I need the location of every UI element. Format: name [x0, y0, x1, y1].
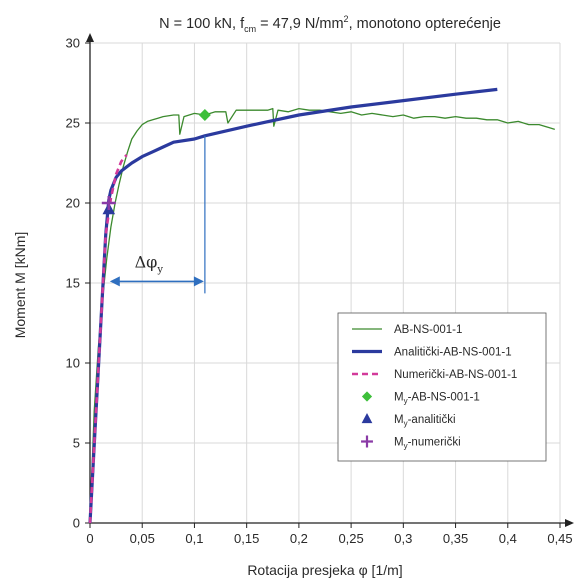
x-tick-label: 0,05 — [130, 531, 155, 546]
x-axis-label: Rotacija presjeka φ [1/m] — [247, 562, 402, 578]
legend-box — [337, 312, 547, 462]
legend: AB-NS-001-1 Analitički-AB-NS-001-1 Numerič… — [337, 312, 547, 462]
legend-label: Analitički-AB-NS-001-1 — [394, 347, 512, 359]
chart-title: N = 100 kN, fcm = 47,9 N/mm2, monotono o… — [159, 14, 501, 34]
legend-swatch-plus — [361, 435, 373, 448]
y-tick-label: 20 — [66, 196, 80, 211]
y-tick-label: 10 — [66, 356, 80, 371]
annotation-label: Δφy — [135, 252, 164, 275]
legend-label: Numerički-AB-NS-001-1 — [394, 369, 517, 381]
legend-label: My-numerički — [394, 437, 461, 451]
x-tick-label: 0,25 — [338, 531, 363, 546]
axes — [85, 33, 574, 528]
delta-phi-annotation: Δφy — [109, 135, 206, 294]
tick-labels: 0 0,05 0,1 0,15 0,2 0,25 0,3 0,35 0,4 0,45 0 5 10 15 2… — [66, 36, 573, 547]
annotation-arrow-left — [109, 276, 120, 287]
marker-layer — [101, 109, 211, 215]
x-axis-arrow — [565, 519, 574, 527]
y-tick-label: 5 — [73, 436, 80, 451]
legend-label: AB-NS-001-1 — [394, 324, 462, 336]
x-tick-label: 0,2 — [290, 531, 308, 546]
y-tick-label: 30 — [66, 36, 80, 51]
annotation-arrow-right — [193, 276, 204, 287]
legend-label: My-AB-NS-001-1 — [394, 392, 480, 406]
marker-diamond — [198, 109, 211, 121]
x-tick-label: 0 — [86, 531, 93, 546]
series-line-2 — [88, 154, 128, 524]
x-tick-label: 0,4 — [499, 531, 517, 546]
series-line-0 — [89, 107, 555, 524]
y-tick-label: 25 — [66, 116, 80, 131]
series-layer — [88, 87, 555, 524]
y-axis-arrow — [86, 33, 94, 42]
x-tick-label: 0,3 — [394, 531, 412, 546]
marker-plus — [101, 196, 116, 210]
legend-label: My-analitički — [394, 414, 456, 428]
x-tick-label: 0,45 — [547, 531, 572, 546]
legend-swatch-diamond — [361, 391, 373, 402]
x-tick-label: 0,35 — [443, 531, 468, 546]
y-tick-label: 0 — [73, 516, 80, 531]
y-tick-label: 15 — [66, 276, 80, 291]
grid — [90, 42, 561, 523]
x-tick-label: 0,15 — [234, 531, 259, 546]
legend-swatch-triangle — [361, 413, 373, 424]
y-axis-label: Moment M [kNm] — [12, 232, 28, 339]
x-tick-label: 0,1 — [185, 531, 203, 546]
